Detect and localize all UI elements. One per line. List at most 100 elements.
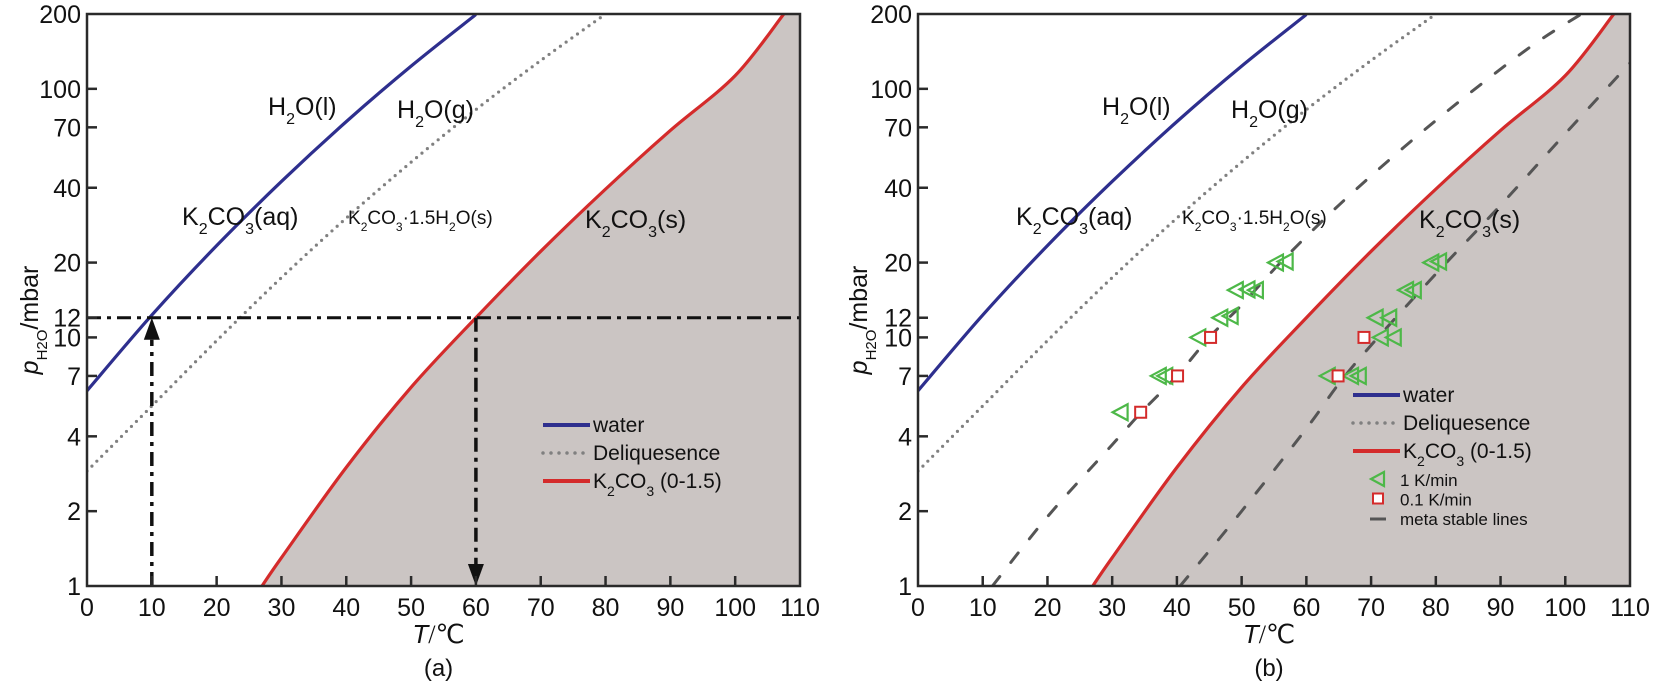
data-point-1k-min xyxy=(1383,327,1402,348)
series-water xyxy=(918,14,1308,392)
x-tick-label: 110 xyxy=(1610,594,1650,622)
region-label: H2O(l) xyxy=(268,93,337,128)
x-tick-label: 40 xyxy=(332,594,360,622)
x-tick-label: 60 xyxy=(1292,594,1320,622)
x-axis-title: T/℃ xyxy=(412,619,464,649)
data-point-0-1k-min xyxy=(1204,330,1218,344)
region-label: H2O(g) xyxy=(1231,96,1308,131)
y-tick-label: 12 xyxy=(884,305,912,333)
x-tick-label: 80 xyxy=(592,594,620,622)
legend-label: K2CO3 (0-1.5) xyxy=(593,470,722,499)
x-tick-label: 20 xyxy=(1034,594,1062,622)
data-point-1k-min xyxy=(1275,251,1294,272)
data-point-1k-min xyxy=(1348,366,1367,386)
x-tick-label: 0 xyxy=(80,594,94,622)
series-1-k-min xyxy=(1110,251,1448,423)
x-tick-label: 70 xyxy=(527,594,555,622)
plot-area xyxy=(918,14,1630,586)
arrow-up-icon xyxy=(143,317,160,340)
x-axis-title: T/℃ xyxy=(1243,619,1295,649)
legend-item: 1 K/min xyxy=(1368,470,1458,490)
y-tick-label: 100 xyxy=(39,76,81,104)
y-tick-label: 40 xyxy=(884,175,912,203)
x-tick-label: 40 xyxy=(1163,594,1191,622)
legend-label: water xyxy=(592,414,644,437)
y-axis-title: pH2O/mbar xyxy=(16,266,51,376)
panel-label: (a) xyxy=(424,655,453,682)
data-point-1k-min xyxy=(1148,366,1167,386)
x-tick-label: 100 xyxy=(1544,594,1586,622)
series-deliquesence xyxy=(918,14,1438,473)
series-deliquesence xyxy=(87,14,608,473)
x-tick-label: 30 xyxy=(268,594,296,622)
series-k-co-0-1-5 xyxy=(260,14,786,586)
x-tick-label: 70 xyxy=(1357,594,1385,622)
legend-label: Deliquesence xyxy=(1403,412,1530,435)
series-meta-stable-lines-dehydration xyxy=(1178,61,1630,586)
data-point-1k-min xyxy=(1420,252,1440,273)
x-tick-label: 50 xyxy=(1228,594,1256,622)
y-tick-label: 2 xyxy=(67,498,81,526)
x-tick-label: 80 xyxy=(1422,594,1450,622)
series-k-co-0-1-5 xyxy=(1091,14,1616,586)
legend: water Deliquesence K2CO3 (0-1.5) xyxy=(541,414,722,499)
x-tick-label: 0 xyxy=(911,594,925,622)
x-tick-label: 30 xyxy=(1098,594,1126,622)
region-label: H2O(g) xyxy=(397,96,474,131)
legend-item: 0.1 K/min xyxy=(1372,491,1472,510)
shaded-region-k2co3-solid xyxy=(1092,14,1630,586)
panel-b: 0 10 20 30 40 50 60 70 80 90 100 110124710122040701… xyxy=(845,1,1650,682)
panel-a: 0 10 20 30 40 50 60 70 80 90 100 110124710122040701… xyxy=(16,1,820,682)
y-tick-label: 20 xyxy=(53,250,81,278)
x-tick-label: 90 xyxy=(1487,594,1515,622)
y-tick-label: 200 xyxy=(39,1,81,29)
region-label: K2CO3(aq) xyxy=(1016,203,1132,238)
data-point-1k-min xyxy=(1237,279,1256,300)
data-point-1k-min xyxy=(1110,402,1129,423)
legend-label: 0.1 K/min xyxy=(1400,491,1472,510)
region-label: K2CO3(s) xyxy=(1419,206,1520,241)
y-tick-label: 40 xyxy=(53,175,81,203)
axes-frame xyxy=(916,12,1632,588)
y-tick-label: 20 xyxy=(884,250,912,278)
data-point-0-1k-min xyxy=(1357,330,1371,344)
y-tick-label: 1 xyxy=(67,573,81,601)
axes-frame xyxy=(85,12,802,588)
series-water xyxy=(87,14,477,392)
legend-item: K2CO3 (0-1.5) xyxy=(543,470,722,499)
legend-label: K2CO3 (0-1.5) xyxy=(1403,440,1532,469)
legend-square-icon xyxy=(1372,492,1384,505)
data-point-0-1k-min xyxy=(1331,369,1345,383)
y-tick-label: 70 xyxy=(884,114,912,142)
y-tick-label: 12 xyxy=(53,305,81,333)
y-tick-label: 4 xyxy=(898,423,912,451)
y-axis-title: pH2O/mbar xyxy=(845,266,880,376)
data-point-1k-min xyxy=(1378,307,1398,328)
y-tick-label: 7 xyxy=(898,363,912,391)
x-tick-label: 100 xyxy=(714,594,756,622)
legend-item: water xyxy=(1353,384,1454,407)
y-tick-label: 10 xyxy=(53,324,81,352)
x-tick-label: 10 xyxy=(138,594,166,622)
x-tick-label: 60 xyxy=(462,594,490,622)
legend-item: K2CO3 (0-1.5) xyxy=(1353,440,1532,469)
region-label: K2CO3(aq) xyxy=(182,203,298,238)
legend-item: Deliquesence xyxy=(1351,412,1530,435)
y-tick-label: 2 xyxy=(898,498,912,526)
legend-label: 1 K/min xyxy=(1400,471,1458,490)
shaded-region-k2co3-solid xyxy=(262,14,800,586)
x-tick-label: 90 xyxy=(656,594,684,622)
legend-triangle-icon xyxy=(1368,470,1386,488)
data-point-1k-min xyxy=(1220,306,1239,326)
data-point-1k-min xyxy=(1403,280,1422,300)
panel-label: (b) xyxy=(1254,655,1283,682)
plot-area xyxy=(87,14,800,586)
x-tick-label: 50 xyxy=(397,594,425,622)
x-tick-label: 10 xyxy=(969,594,997,622)
arrow-down-icon xyxy=(467,564,484,586)
x-tick-label: 20 xyxy=(203,594,231,622)
series-0-1-k-min xyxy=(1134,330,1371,419)
legend-item: water xyxy=(543,414,644,437)
region-label: H2O(l) xyxy=(1102,93,1171,128)
